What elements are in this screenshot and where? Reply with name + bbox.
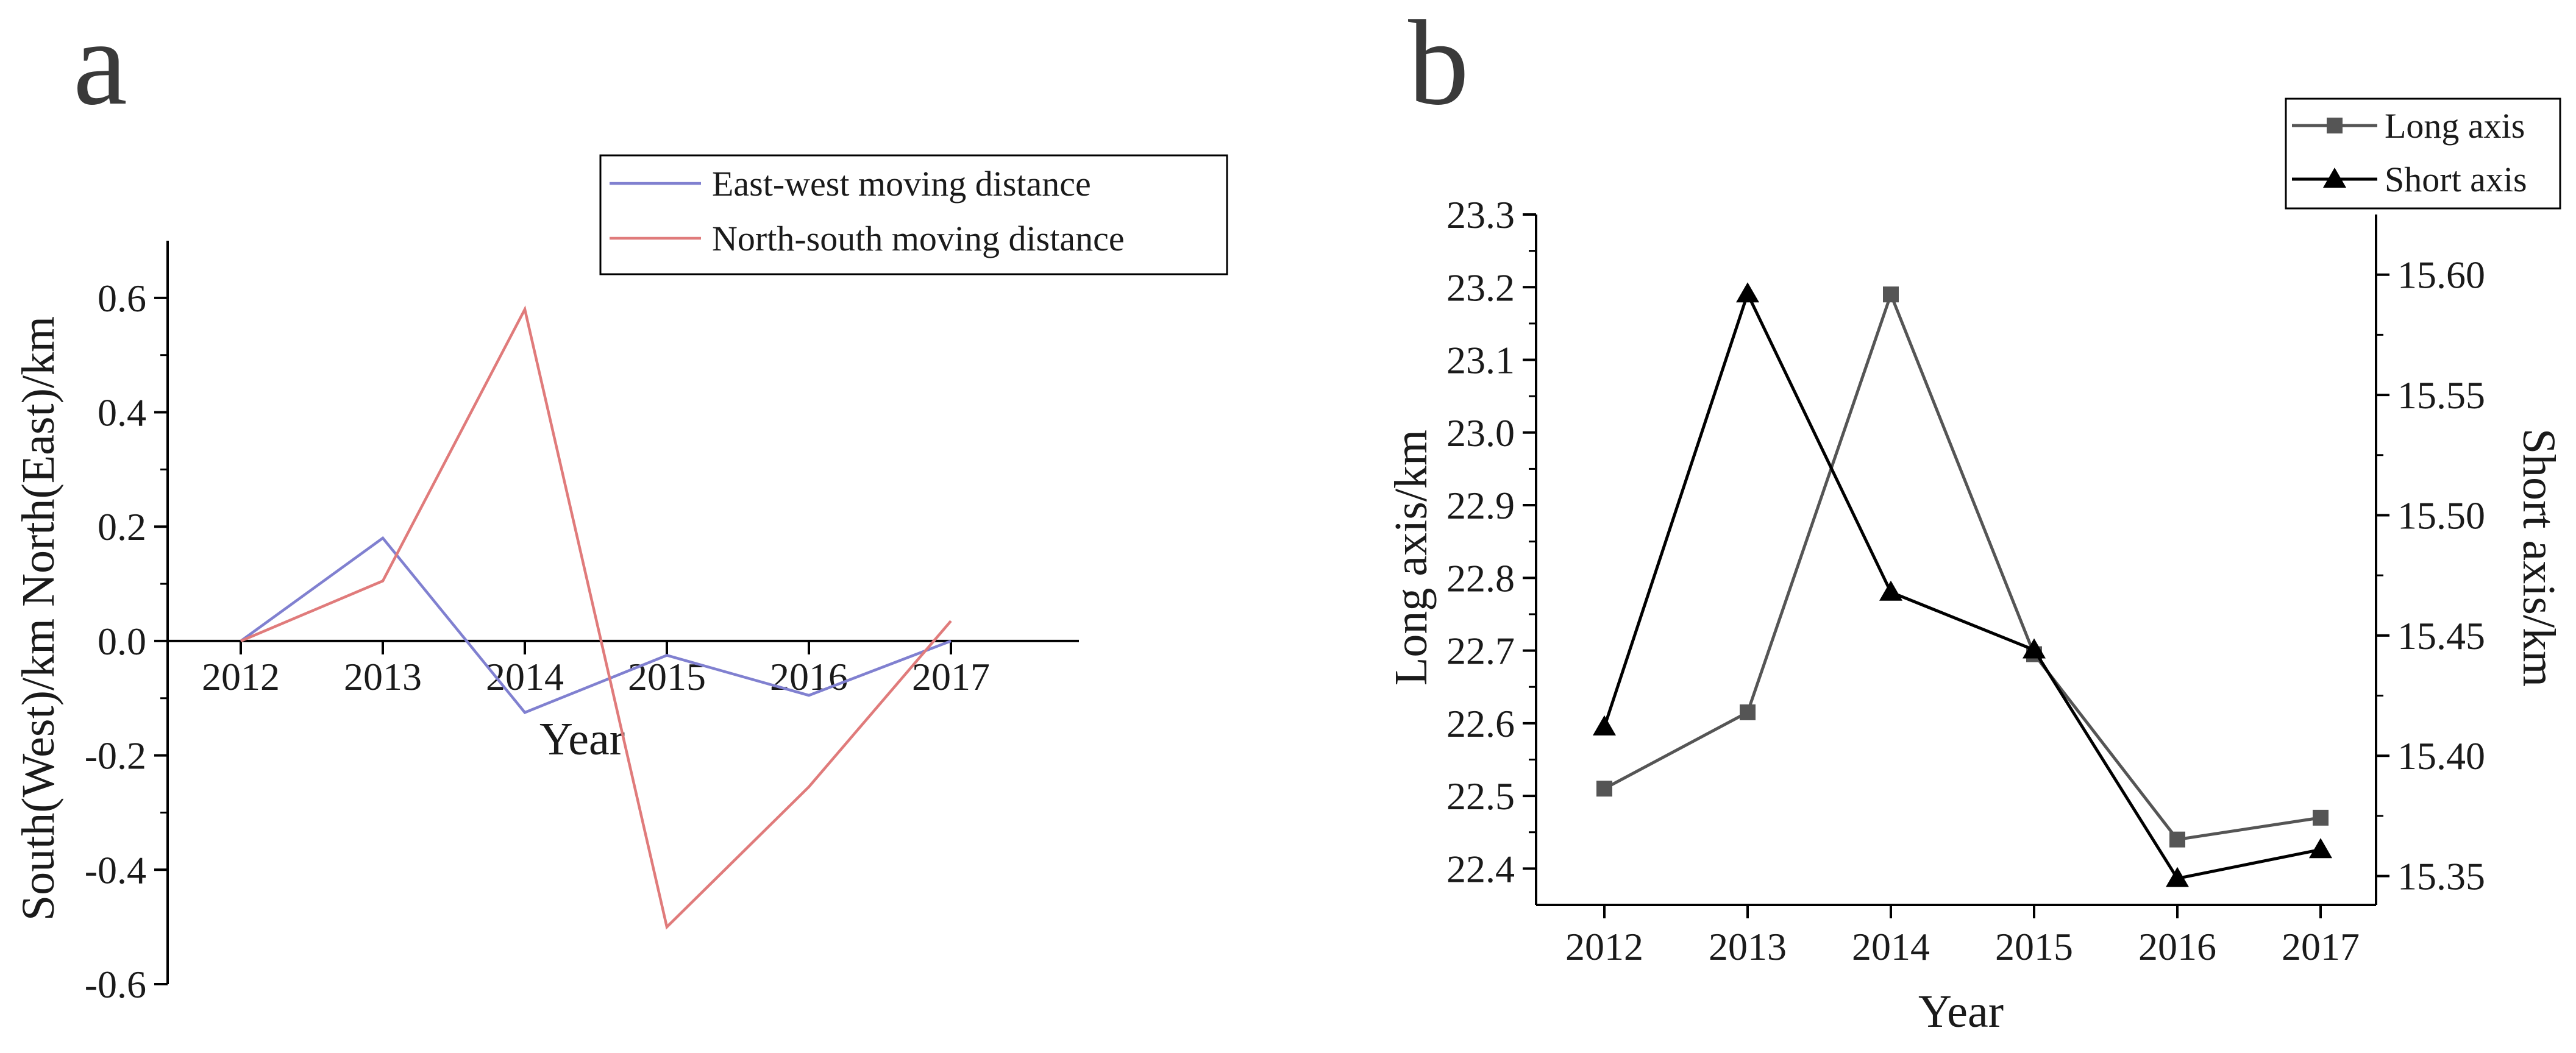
left-tick-label: 23.2 (1446, 266, 1515, 309)
x-tick-label: 2014 (1852, 925, 1930, 968)
left-tick-label: 23.0 (1446, 411, 1515, 455)
data-point-long-axis (1883, 286, 1899, 303)
chart-b: b 23.3 23.2 23.1 23.0 22.9 22.8 22.7 22.6 22.5 22.… (1386, 0, 2564, 1037)
x-axis-title: Year (539, 714, 625, 765)
data-point-short-axis (2023, 638, 2046, 659)
data-point-long-axis (2169, 831, 2185, 848)
x-tick-label: 2014 (486, 655, 564, 698)
x-tick-label: 2016 (770, 655, 848, 698)
y-tick-label: 0.0 (98, 620, 146, 663)
right-tick-label: 15.50 (2397, 494, 2485, 537)
panel-label-b: b (1408, 0, 1469, 130)
x-axis-title: Year (1918, 986, 2004, 1037)
legend-label: Long axis (2385, 106, 2525, 146)
legend-swatch-marker (2323, 168, 2346, 188)
x-tick-label: 2017 (912, 655, 990, 698)
series-line-long-axis (1603, 289, 2321, 842)
legend-swatch-marker (2327, 118, 2343, 133)
left-tick-label: 22.9 (1446, 484, 1515, 527)
x-tick-label: 2013 (344, 655, 422, 698)
left-tick-label: 22.4 (1446, 847, 1515, 890)
legend-a: East-west moving distance North-south mov… (599, 154, 1228, 275)
right-tick-label: 15.55 (2397, 374, 2485, 417)
panel-label-a: a (73, 0, 127, 130)
x-tick-label: 2012 (202, 655, 280, 698)
legend-label: East-west moving distance (712, 164, 1091, 204)
y-tick-label: -0.2 (85, 734, 146, 778)
y-tick-label: 0.2 (98, 505, 146, 548)
y-tick-label: 0.6 (98, 277, 146, 320)
right-tick-label: 15.40 (2397, 734, 2485, 778)
legend-frame (2285, 98, 2561, 210)
legend-frame (599, 154, 1228, 275)
left-tick-label: 22.5 (1446, 775, 1515, 818)
legend-label: North-south moving distance (712, 219, 1125, 258)
left-tick-label: 23.3 (1446, 193, 1515, 236)
x-tick-label: 2015 (1995, 925, 2073, 968)
right-tick-label: 15.35 (2397, 855, 2485, 898)
data-point-long-axis (1596, 781, 1612, 797)
x-tick-label: 2015 (628, 655, 706, 698)
data-point-short-axis (2309, 838, 2332, 859)
chart-a: a 0.6 0.4 0.2 0.0 -0.2 -0.4 -0.6 2012 2013 2014 201… (13, 0, 1228, 1006)
data-point-long-axis (2313, 809, 2329, 826)
y-tick-label: 0.4 (98, 391, 146, 434)
series-line-north-south (240, 305, 952, 930)
right-axis-title: Short axis/km (2513, 428, 2564, 687)
series-line-short-axis (1603, 289, 2321, 881)
series-line-east-west (240, 536, 952, 714)
left-tick-label: 22.8 (1446, 556, 1515, 600)
y-tick-label: -0.6 (85, 963, 146, 1006)
right-tick-label: 15.60 (2397, 254, 2485, 297)
data-point-long-axis (1740, 704, 1756, 720)
data-point-short-axis (2166, 867, 2189, 887)
right-tick-label: 15.45 (2397, 614, 2485, 658)
y-axis-title: South(West)/km North(East)/km (13, 316, 64, 921)
legend-b: Long axis Short axis (2285, 98, 2561, 210)
left-axis-title: Long axis/km (1386, 430, 1437, 686)
y-tick-label: -0.4 (85, 848, 146, 892)
data-point-short-axis (1879, 580, 1902, 601)
left-tick-label: 22.7 (1446, 629, 1515, 673)
x-tick-label: 2012 (1565, 925, 1643, 968)
data-point-short-axis (1736, 282, 1759, 303)
legend-label: Short axis (2385, 160, 2527, 199)
x-tick-label: 2013 (1709, 925, 1787, 968)
data-point-short-axis (1593, 715, 1616, 736)
x-tick-label: 2016 (2138, 925, 2216, 968)
left-tick-label: 23.1 (1446, 339, 1515, 382)
left-tick-label: 22.6 (1446, 702, 1515, 745)
x-tick-label: 2017 (2282, 925, 2360, 968)
